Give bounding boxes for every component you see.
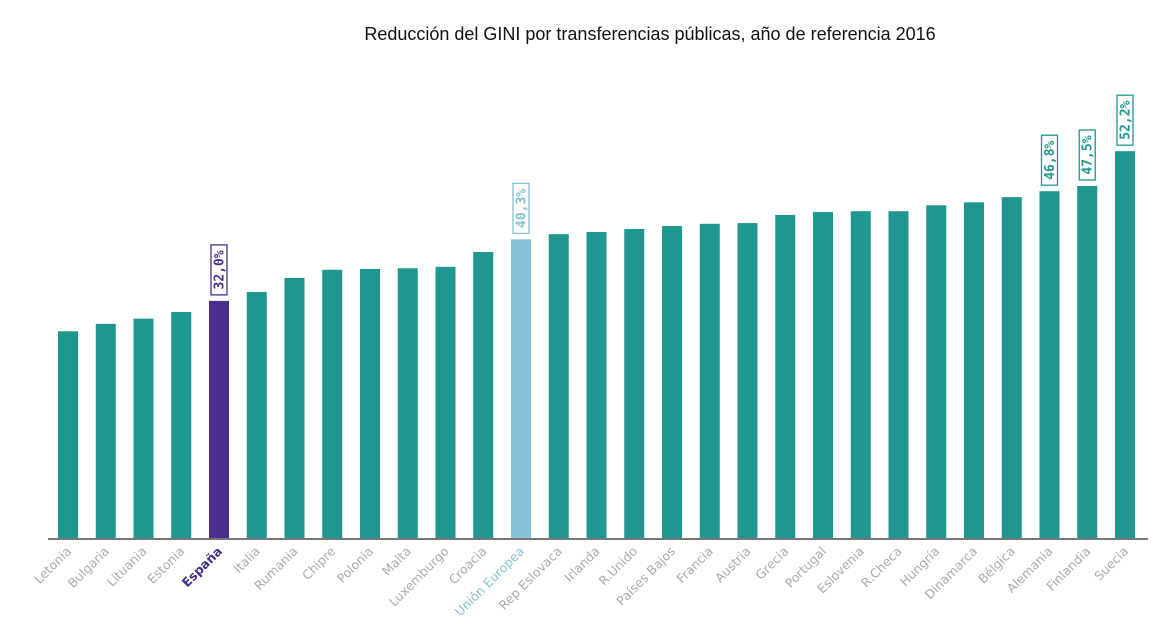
- data-label-box: [1078, 129, 1096, 181]
- x-tick-label: Bulgaria: [65, 544, 112, 591]
- x-tick-label: Italia: [230, 544, 262, 576]
- bar-eslovenia: [850, 211, 871, 538]
- bar-r-unido: [624, 229, 645, 539]
- data-label-box: [210, 244, 228, 296]
- data-label-box: [1040, 134, 1059, 186]
- x-tick-label: España: [179, 544, 225, 590]
- x-tick-label: R.Checa: [858, 544, 905, 591]
- data-label-box: [1116, 94, 1134, 146]
- bar-espa-a: [209, 300, 229, 538]
- bar-rep-eslovaca: [548, 234, 569, 538]
- bar-chipre: [322, 269, 343, 538]
- bar-estonia: [171, 311, 192, 538]
- bar-grecia: [775, 214, 796, 538]
- x-tick-label: Austria: [712, 544, 754, 586]
- bar-rumania: [284, 277, 305, 538]
- bar-letonia: [58, 331, 78, 538]
- bar-lituania: [133, 318, 154, 538]
- bar-francia: [699, 223, 720, 539]
- bar-luxemburgo: [435, 266, 456, 538]
- data-label: 46,8%: [1043, 140, 1058, 179]
- x-tick-label: Lituania: [104, 544, 150, 590]
- bar-finlandia: [1077, 186, 1098, 538]
- chart-title: Reducción del GINI por transferencias pú…: [364, 24, 936, 44]
- x-tick-label: Francia: [673, 544, 715, 586]
- bar-malta: [397, 268, 418, 538]
- x-tick-label: Malta: [379, 544, 414, 579]
- bar-r-checa: [888, 211, 909, 538]
- bar-b-lgica: [1001, 197, 1022, 538]
- data-label-box: [512, 182, 530, 235]
- bar-dinamarca: [964, 202, 984, 538]
- bar-hungr-a: [926, 205, 947, 538]
- bar-pa-ses-bajos: [662, 226, 682, 538]
- bar-portugal: [813, 211, 833, 538]
- bar-polonia: [360, 269, 380, 538]
- bar-alemania: [1039, 191, 1060, 538]
- data-label: 32,0%: [213, 250, 228, 289]
- data-label: 40,3%: [515, 189, 530, 228]
- bar-suecia: [1115, 151, 1135, 538]
- x-tick-label: Polonia: [334, 544, 376, 586]
- x-tick-label: Chipre: [299, 543, 339, 583]
- data-label: 52,2%: [1119, 100, 1134, 139]
- bar-bulgaria: [95, 323, 116, 538]
- bar-irlanda: [586, 231, 607, 539]
- bar-italia: [246, 291, 267, 538]
- x-tick-label: Suecia: [1091, 544, 1131, 584]
- bar-austria: [737, 223, 758, 538]
- bar-uni-n-europea: [511, 239, 531, 538]
- data-label: 47,5%: [1081, 135, 1096, 174]
- bar-croacia: [473, 251, 494, 538]
